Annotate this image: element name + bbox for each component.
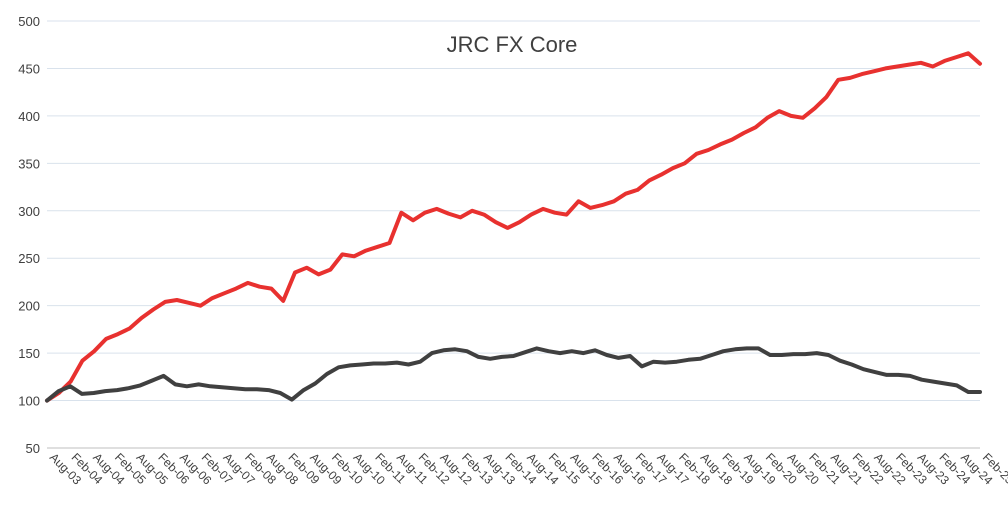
series-line-2 [45,346,982,403]
y-tick-label: 300 [18,204,40,219]
y-tick-label: 500 [18,14,40,29]
y-axis-tick-labels: 50 100 150 200 250 300 350 400 450 500 [18,14,40,456]
y-tick-label: 100 [18,394,40,409]
y-tick-label: 450 [18,61,40,76]
gridlines [47,20,980,449]
y-tick-label: 50 [26,441,40,456]
y-tick-label: 350 [18,156,40,171]
y-tick-label: 150 [18,346,40,361]
x-axis-tick-labels: Aug-03Feb-04Aug-04Feb-05Aug-05Feb-06Aug-… [47,450,1008,487]
y-tick-label: 400 [18,109,40,124]
chart-title: JRC FX Core [447,32,578,57]
series-line-1 [45,51,982,403]
y-tick-label: 250 [18,251,40,266]
series-lines [45,51,982,403]
y-tick-label: 200 [18,299,40,314]
